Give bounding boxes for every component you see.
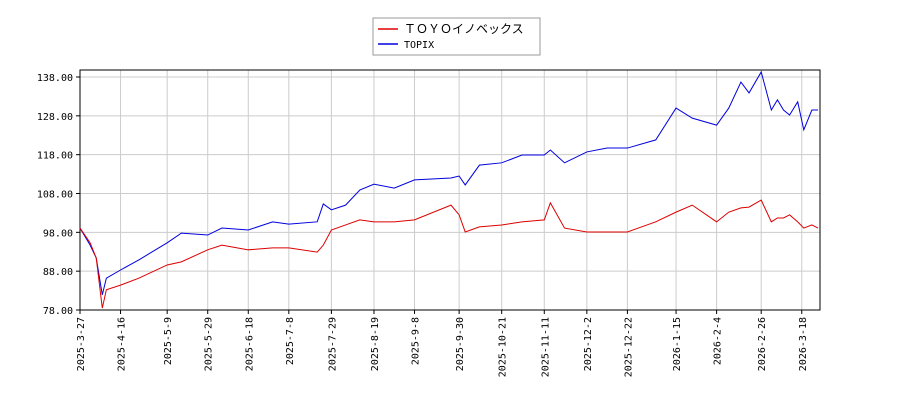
y-tick-label: 108.00 <box>37 189 73 200</box>
x-tick-label: 2025-8-19 <box>370 317 381 371</box>
legend-label: TOPIX <box>404 40 434 51</box>
y-tick-label: 138.00 <box>37 73 73 84</box>
x-tick-label: 2026-2-4 <box>713 317 724 365</box>
x-tick-label: 2025-5-9 <box>163 317 174 365</box>
series-line <box>79 70 818 295</box>
x-tick-label: 2025-12-22 <box>623 317 634 377</box>
y-tick-label: 118.00 <box>37 151 73 162</box>
series-line <box>79 199 819 309</box>
x-tick-label: 2026-3-18 <box>798 317 809 371</box>
x-tick-label: 2025-4-16 <box>117 317 128 371</box>
x-tick-label: 2025-12-2 <box>583 317 594 371</box>
x-tick-label: 2025-7-8 <box>285 317 296 365</box>
x-tick-label: 2025-9-8 <box>411 317 422 365</box>
plot-frame <box>79 69 821 311</box>
x-tick-label: 2025-10-21 <box>498 317 509 377</box>
x-tick-label: 2025-9-30 <box>455 317 466 371</box>
legend-label: ＴＯＹＯイノベックス <box>404 22 524 36</box>
y-tick-label: 88.00 <box>43 267 73 278</box>
x-tick-label: 2026-1-15 <box>672 317 683 371</box>
x-tick-label: 2026-2-26 <box>757 317 768 371</box>
x-tick-label: 2025-3-27 <box>76 317 87 371</box>
y-tick-label: 98.00 <box>43 228 73 239</box>
plot-area <box>80 70 820 310</box>
x-tick-label: 2025-5-29 <box>204 317 215 371</box>
y-tick-label: 78.00 <box>43 306 73 317</box>
x-tick-label: 2025-7-29 <box>327 317 338 371</box>
y-tick-label: 128.00 <box>37 112 73 123</box>
x-tick-label: 2025-6-18 <box>244 317 255 371</box>
legend-box <box>372 17 541 56</box>
x-tick-label: 2025-11-11 <box>540 317 551 377</box>
